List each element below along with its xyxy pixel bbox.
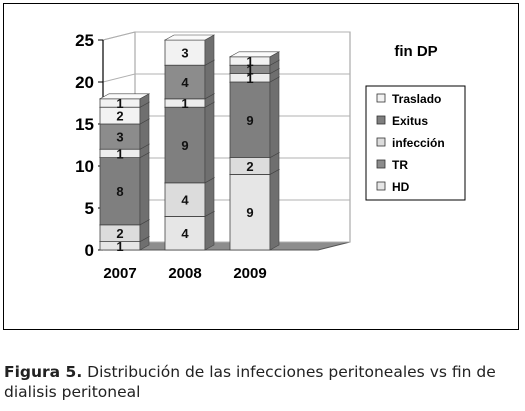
bar-value-label: 1 xyxy=(116,239,123,254)
legend-label: infección xyxy=(392,136,445,150)
bar-segment xyxy=(99,157,141,226)
bar-value-label: 8 xyxy=(116,184,123,199)
bar-segment-top xyxy=(163,34,216,41)
legend-label: Exitus xyxy=(392,114,428,128)
figure-caption: Figura 5. Distribución de las infeccione… xyxy=(4,362,525,402)
bar-segment xyxy=(164,182,206,217)
bar-segment xyxy=(164,106,206,184)
y-tick-label: 20 xyxy=(75,73,94,92)
bar-value-label: 1 xyxy=(116,146,123,161)
stacked-bar-chart: 0510152025128132120074491432008929111200… xyxy=(75,31,466,282)
y-tick-label: 0 xyxy=(85,241,94,260)
bar-value-label: 3 xyxy=(116,130,123,145)
caption-label: Figura 5. xyxy=(4,363,83,381)
bar-value-label: 1 xyxy=(116,96,123,111)
bar-value-label: 1 xyxy=(181,96,188,111)
y-tick-label: 5 xyxy=(85,199,94,218)
bar-segment xyxy=(229,81,271,158)
legend-swatch xyxy=(376,181,386,191)
bar-segment-side xyxy=(204,177,215,217)
bar-value-label: 4 xyxy=(181,226,189,241)
bar-value-label: 2 xyxy=(116,109,123,124)
bar-value-label: 4 xyxy=(181,75,189,90)
x-tick-label: 2008 xyxy=(168,265,201,282)
bar-segment-side xyxy=(204,210,215,251)
y-tick-label: 25 xyxy=(75,31,94,50)
bar-value-label: 9 xyxy=(246,113,253,128)
bar-segment xyxy=(164,39,206,66)
bar-segment xyxy=(229,173,271,251)
bar-segment xyxy=(164,215,206,251)
bar-segment-side xyxy=(269,168,280,251)
caption-text: Distribución de las infecciones peritone… xyxy=(4,363,496,401)
bar-value-label: 9 xyxy=(181,138,188,153)
bar-value-label: 9 xyxy=(246,205,253,220)
x-tick-label: 2009 xyxy=(233,265,266,282)
legend-swatch xyxy=(376,137,386,147)
bar-value-label: 1 xyxy=(246,62,253,77)
gridline-side xyxy=(102,31,136,41)
y-tick-label: 15 xyxy=(75,115,94,134)
gridline-side xyxy=(102,73,136,83)
legend-swatch xyxy=(376,115,386,125)
bar-segment-side xyxy=(204,59,215,100)
bar-segment-top xyxy=(98,93,151,100)
bar-segment-side xyxy=(269,76,280,159)
bar-segment-top xyxy=(228,51,281,58)
bar-value-label: 2 xyxy=(116,226,123,241)
bar-value-label: 2 xyxy=(246,159,253,174)
bar-value-label: 3 xyxy=(181,46,188,61)
bar-segment-side xyxy=(139,152,150,226)
x-tick-label: 2007 xyxy=(103,265,136,282)
legend-swatch xyxy=(376,93,386,103)
bar-segment-side xyxy=(204,101,215,184)
chart-title: fin DP xyxy=(394,43,437,60)
legend-label: HD xyxy=(392,180,410,194)
bar-value-label: 1 xyxy=(246,71,253,86)
bar-value-label: 1 xyxy=(246,54,253,69)
bar-segment xyxy=(99,123,141,150)
legend-label: Traslado xyxy=(392,92,441,106)
legend-swatch xyxy=(376,159,386,169)
legend-label: TR xyxy=(392,158,408,172)
bar-value-label: 4 xyxy=(181,193,189,208)
y-tick-label: 10 xyxy=(75,157,94,176)
